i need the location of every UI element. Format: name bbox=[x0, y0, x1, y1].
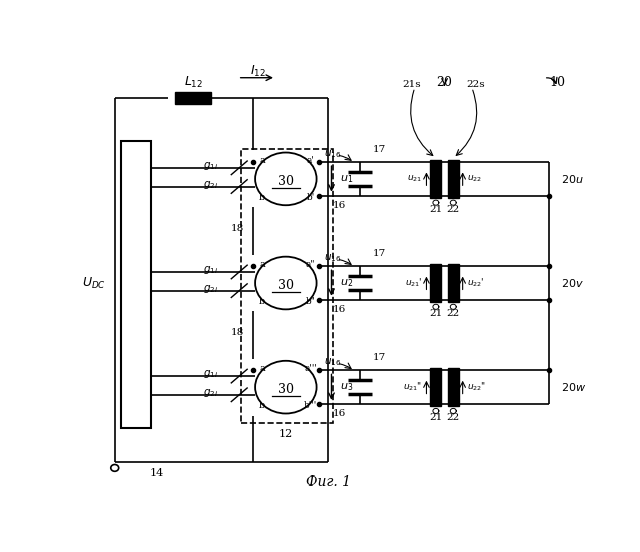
Text: $u_1$: $u_1$ bbox=[340, 173, 354, 185]
Text: 14: 14 bbox=[150, 469, 164, 479]
Text: $20u$: $20u$ bbox=[561, 173, 584, 185]
Text: a: a bbox=[259, 364, 265, 373]
Bar bbox=[448, 264, 459, 302]
Text: $u_2$: $u_2$ bbox=[340, 277, 353, 289]
Text: $g_{2i}$: $g_{2i}$ bbox=[203, 387, 218, 399]
Text: 18: 18 bbox=[230, 328, 244, 337]
Text: 30: 30 bbox=[278, 279, 294, 291]
Text: $I_{12}$: $I_{12}$ bbox=[250, 64, 266, 79]
Text: $L_{12}$: $L_{12}$ bbox=[184, 75, 203, 89]
Text: 12: 12 bbox=[278, 429, 293, 439]
Text: a": a" bbox=[306, 260, 316, 269]
Text: 21: 21 bbox=[429, 309, 442, 318]
Text: 22s: 22s bbox=[467, 81, 485, 89]
Text: $u_{16}$: $u_{16}$ bbox=[324, 148, 342, 160]
Bar bbox=[431, 368, 442, 406]
Text: $u_{21}$': $u_{21}$' bbox=[405, 277, 422, 289]
Bar bbox=[241, 149, 333, 423]
Text: 21s: 21s bbox=[402, 81, 420, 89]
Text: 16: 16 bbox=[333, 201, 346, 210]
Bar bbox=[448, 160, 459, 198]
Text: a': a' bbox=[307, 156, 315, 165]
Text: $U_{DC}$: $U_{DC}$ bbox=[82, 275, 106, 290]
Text: b''': b''' bbox=[304, 401, 317, 410]
Text: 16: 16 bbox=[333, 305, 346, 314]
Text: 21: 21 bbox=[429, 205, 442, 214]
Text: 30: 30 bbox=[278, 174, 294, 188]
Text: a''': a''' bbox=[304, 364, 317, 373]
Text: $u_{22}$": $u_{22}$" bbox=[467, 381, 486, 394]
Text: $u_3$: $u_3$ bbox=[340, 381, 354, 393]
Bar bbox=[431, 264, 442, 302]
Text: 22: 22 bbox=[447, 205, 460, 214]
Circle shape bbox=[255, 361, 317, 413]
Text: b: b bbox=[259, 297, 265, 306]
Text: 10: 10 bbox=[549, 76, 565, 89]
Text: $g_{2i}$: $g_{2i}$ bbox=[203, 179, 218, 191]
Text: b: b bbox=[259, 401, 265, 410]
Text: $u_{22}$: $u_{22}$ bbox=[467, 174, 482, 184]
Circle shape bbox=[255, 257, 317, 309]
Text: b: b bbox=[259, 193, 265, 201]
Text: b': b' bbox=[307, 193, 315, 201]
Text: 17: 17 bbox=[372, 249, 386, 258]
Text: 17: 17 bbox=[372, 353, 386, 362]
Text: 22: 22 bbox=[447, 413, 460, 422]
Text: $g_{1i}$: $g_{1i}$ bbox=[203, 368, 218, 380]
Circle shape bbox=[255, 152, 317, 205]
Circle shape bbox=[111, 464, 118, 471]
Text: 22: 22 bbox=[447, 309, 460, 318]
Text: $u_{16}$: $u_{16}$ bbox=[324, 357, 342, 368]
Text: $20w$: $20w$ bbox=[561, 381, 586, 393]
Text: $g_{1i}$: $g_{1i}$ bbox=[203, 264, 218, 276]
Text: $20v$: $20v$ bbox=[561, 277, 584, 289]
Text: $g_{1i}$: $g_{1i}$ bbox=[203, 160, 218, 172]
Text: $u_{21}$: $u_{21}$ bbox=[407, 174, 422, 184]
Text: $u_{22}$': $u_{22}$' bbox=[467, 277, 484, 289]
Bar bbox=[448, 368, 459, 406]
Text: $u_{16}$: $u_{16}$ bbox=[324, 252, 342, 264]
Text: 30: 30 bbox=[278, 383, 294, 396]
Text: a: a bbox=[259, 156, 265, 165]
Text: 21: 21 bbox=[429, 413, 442, 422]
Text: $u_{21}$": $u_{21}$" bbox=[403, 381, 422, 394]
Text: 16: 16 bbox=[333, 410, 346, 418]
Text: a: a bbox=[259, 260, 265, 269]
Text: 20: 20 bbox=[436, 76, 452, 89]
Text: b": b" bbox=[306, 297, 316, 306]
Text: $g_{2i}$: $g_{2i}$ bbox=[203, 283, 218, 295]
Text: 18: 18 bbox=[230, 224, 244, 233]
Bar bbox=[121, 141, 152, 427]
Text: Фиг. 1: Фиг. 1 bbox=[305, 475, 351, 489]
Bar bbox=[175, 92, 211, 104]
Bar bbox=[431, 160, 442, 198]
Text: 17: 17 bbox=[372, 145, 386, 153]
